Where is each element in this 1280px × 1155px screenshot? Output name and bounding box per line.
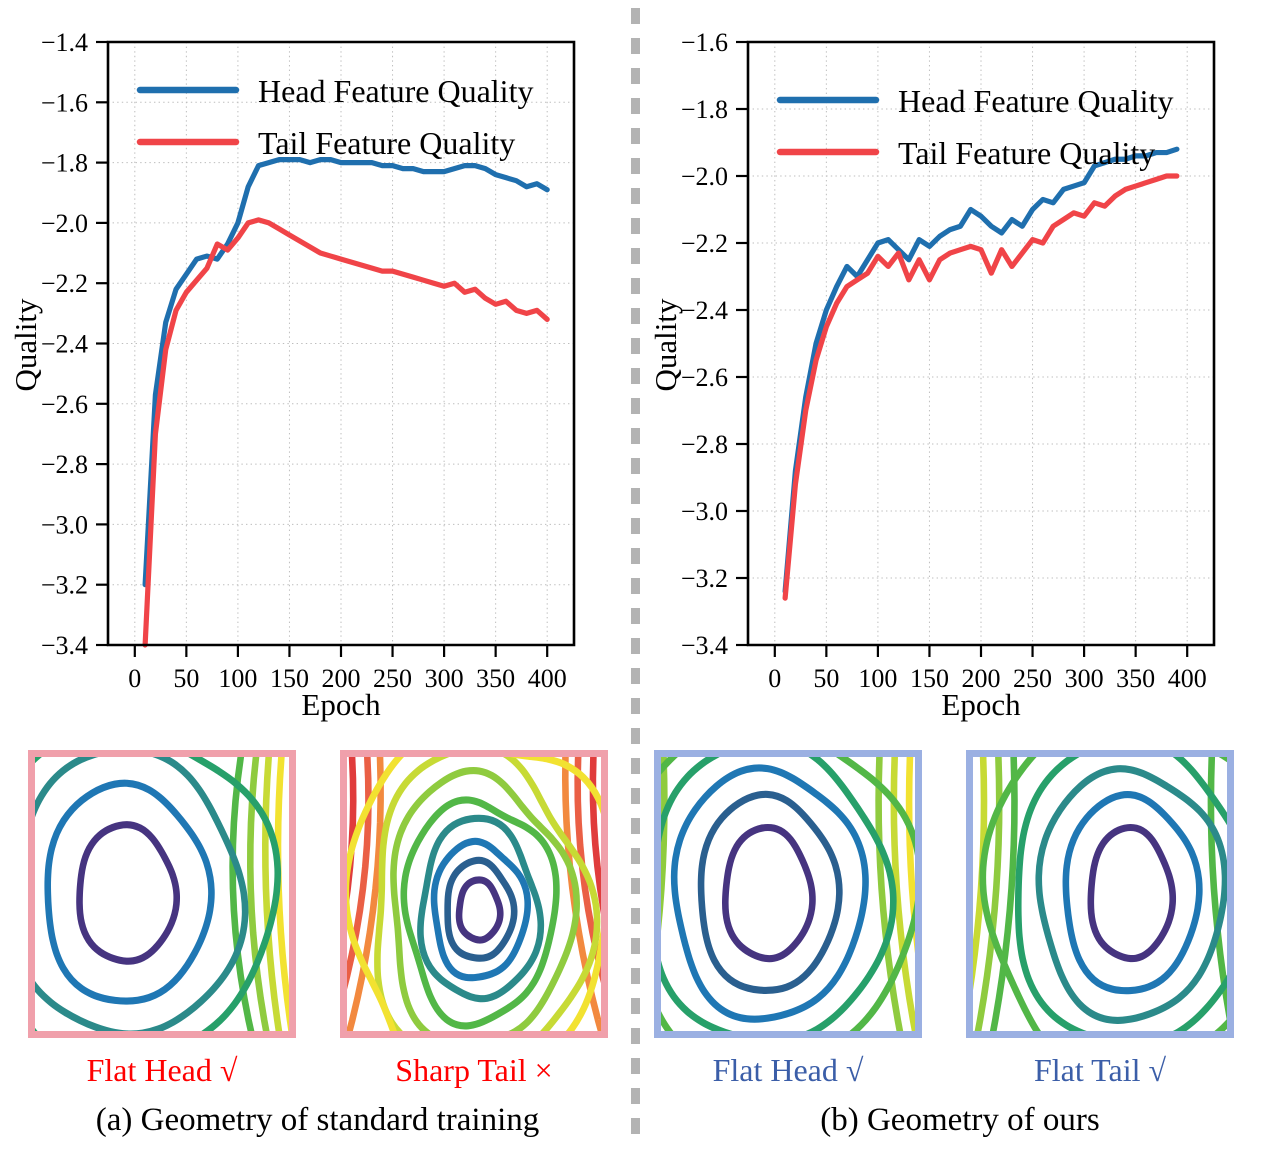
svg-text:−3.0: −3.0: [41, 510, 88, 539]
svg-text:−2.6: −2.6: [41, 390, 88, 419]
contour-label-std-tail: Sharp Tail ×: [395, 1052, 553, 1088]
contour-label-ours-head: Flat Head √: [712, 1052, 864, 1088]
svg-text:200: 200: [322, 664, 361, 693]
chart-standard-training: 0 50 100 150 200 250 300 350 400 −1.4 −1.6 −1.8 −2.0…: [0, 0, 635, 740]
svg-text:0: 0: [128, 664, 141, 693]
svg-text:−2.0: −2.0: [681, 162, 728, 191]
svg-text:100: 100: [218, 664, 257, 693]
svg-text:150: 150: [910, 664, 949, 693]
contour-panel-std-head: [28, 750, 296, 1038]
contour-panel-ours-tail: [966, 750, 1234, 1038]
contour-plot-ours-head: [661, 757, 915, 1031]
svg-text:100: 100: [858, 664, 897, 693]
svg-text:400: 400: [1168, 664, 1207, 693]
contour-label-ours-tail: Flat Tail √: [1033, 1052, 1167, 1088]
svg-text:50: 50: [173, 664, 199, 693]
svg-text:−1.8: −1.8: [681, 95, 728, 124]
contours-standard-training: Flat Head √ Sharp Tail × (a) Geometry of…: [0, 740, 635, 1155]
svg-text:−3.2: −3.2: [681, 564, 728, 593]
svg-text:−3.0: −3.0: [681, 497, 728, 526]
contour-label-std-head: Flat Head √: [86, 1052, 238, 1088]
svg-text:0: 0: [768, 664, 781, 693]
svg-text:−3.4: −3.4: [41, 631, 88, 660]
subfigure-caption-a: (a) Geometry of standard training: [95, 1102, 540, 1138]
svg-text:−1.4: −1.4: [41, 28, 88, 57]
svg-text:−2.2: −2.2: [41, 269, 88, 298]
svg-text:250: 250: [373, 664, 412, 693]
svg-text:−3.4: −3.4: [681, 631, 728, 660]
svg-text:300: 300: [425, 664, 464, 693]
svg-text:400: 400: [528, 664, 567, 693]
svg-text:−2.4: −2.4: [681, 296, 728, 325]
contour-plot-ours-tail: [973, 757, 1227, 1031]
contour-panel-ours-head: [654, 750, 922, 1038]
svg-text:50: 50: [813, 664, 839, 693]
svg-text:−2.2: −2.2: [681, 229, 728, 258]
svg-text:Head Feature Quality: Head Feature Quality: [258, 73, 533, 109]
svg-text:200: 200: [962, 664, 1001, 693]
svg-text:−2.8: −2.8: [681, 430, 728, 459]
svg-text:300: 300: [1065, 664, 1104, 693]
chart-ours-svg: 0 50 100 150 200 250 300 350 400 −1.6 −1.8 −2.0 −2.2…: [648, 28, 1216, 722]
svg-text:−2.4: −2.4: [41, 330, 88, 359]
chart-ours: 0 50 100 150 200 250 300 350 400 −1.6 −1.8 −2.0 −2.2…: [640, 0, 1280, 740]
x-axis-title-right: Epoch: [941, 687, 1021, 722]
panel-divider: [631, 8, 640, 1148]
y-axis-title-left: Quality: [8, 298, 43, 391]
contours-ours: Flat Head √ Flat Tail √ (b) Geometry of …: [640, 740, 1280, 1155]
svg-text:−1.6: −1.6: [41, 88, 88, 117]
svg-text:Head Feature Quality: Head Feature Quality: [898, 83, 1173, 119]
contour-panel-std-tail: [340, 750, 608, 1038]
y-axis-title-right: Quality: [648, 298, 683, 391]
svg-text:−2.6: −2.6: [681, 363, 728, 392]
svg-text:Tail Feature Quality: Tail Feature Quality: [258, 125, 515, 161]
chart-standard-svg: 0 50 100 150 200 250 300 350 400 −1.4 −1.6 −1.8 −2.0…: [8, 28, 576, 722]
subfigure-caption-b: (b) Geometry of ours: [820, 1102, 1100, 1138]
contour-plot-std-head: [35, 757, 289, 1031]
contour-plot-std-tail: [347, 757, 601, 1031]
svg-text:350: 350: [476, 664, 515, 693]
svg-text:250: 250: [1013, 664, 1052, 693]
svg-text:350: 350: [1116, 664, 1155, 693]
svg-text:−2.0: −2.0: [41, 209, 88, 238]
svg-text:−1.6: −1.6: [681, 28, 728, 57]
svg-text:Tail Feature Quality: Tail Feature Quality: [898, 135, 1155, 171]
svg-text:−2.8: −2.8: [41, 450, 88, 479]
svg-text:150: 150: [270, 664, 309, 693]
x-axis-title-left: Epoch: [301, 687, 381, 722]
svg-text:−1.8: −1.8: [41, 149, 88, 178]
svg-text:−3.2: −3.2: [41, 571, 88, 600]
